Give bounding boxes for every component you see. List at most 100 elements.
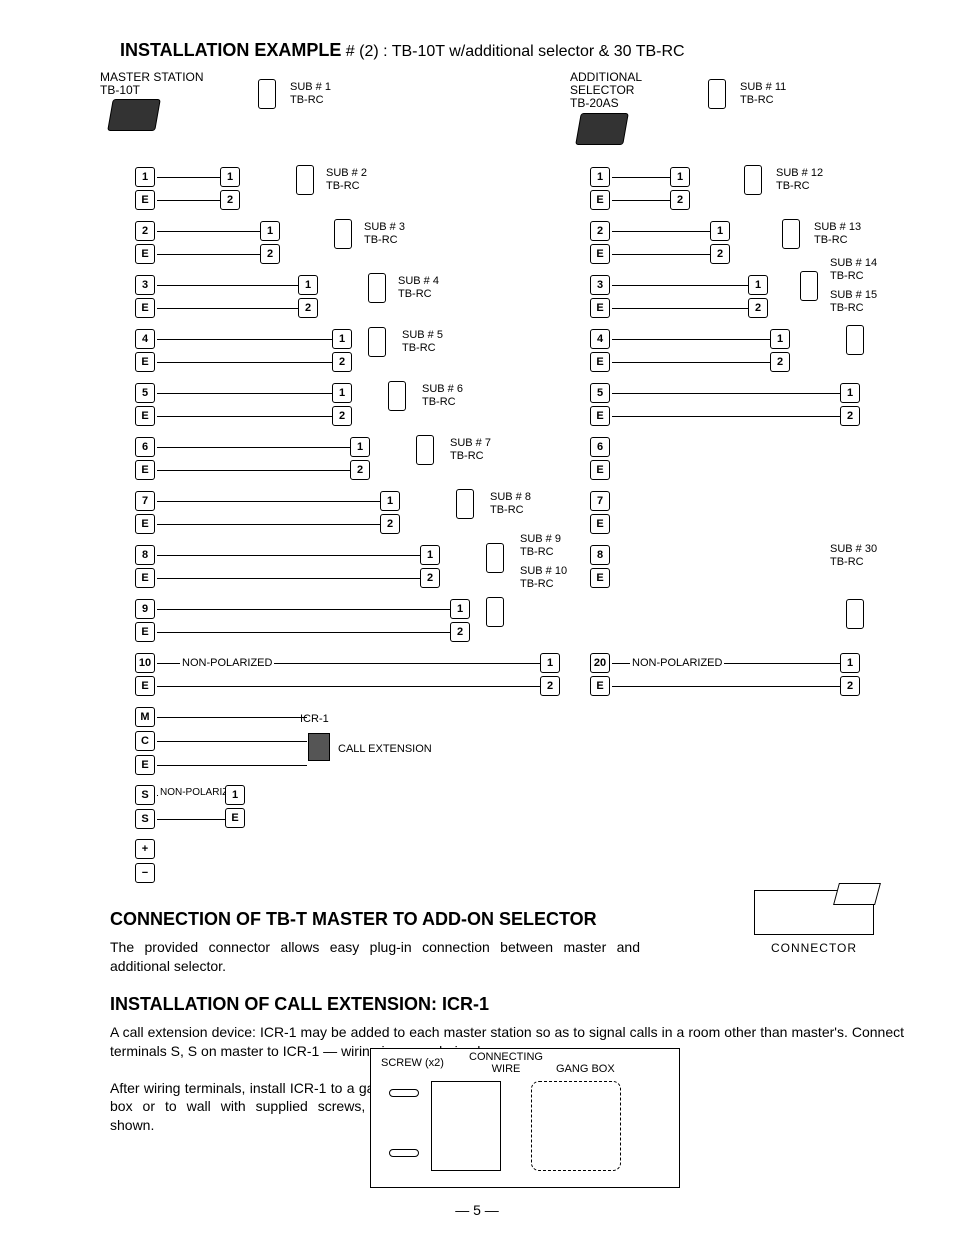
terminal-pair: 12 [748, 275, 768, 318]
sub-station-label: SUB # 8TB-RC [490, 491, 531, 516]
terminal-box: 7 [590, 491, 610, 511]
screw-icon [389, 1089, 419, 1097]
terminal-pair: 6E [135, 437, 155, 480]
wire [157, 447, 350, 448]
terminal-pair: 12 [540, 653, 560, 696]
terminal-box: 1 [450, 599, 470, 619]
terminal-box: 6 [590, 437, 610, 457]
terminal-box: 8 [590, 545, 610, 565]
call-extension-label: CALL EXTENSION [338, 743, 432, 756]
sub-station-label: SUB # 9TB-RC [520, 533, 561, 558]
connector-figure: CONNECTOR [744, 890, 884, 955]
terminal-pair: 7E [135, 491, 155, 534]
terminal-box: 1 [710, 221, 730, 241]
terminal-box: E [135, 190, 155, 210]
terminal-box: S [135, 785, 155, 805]
sub-station-label: SUB # 7TB-RC [450, 437, 491, 462]
terminal-box: 6 [135, 437, 155, 457]
terminal-box: 1 [540, 653, 560, 673]
terminal-box: 9 [135, 599, 155, 619]
gang-box-label: GANG BOX [556, 1063, 615, 1075]
icr-install-figure: SCREW (x2) CONNECTING WIRE GANG BOX [370, 1048, 680, 1188]
wire [157, 308, 298, 309]
handset-icon [800, 271, 818, 301]
handset-icon [782, 219, 800, 249]
terminal-box: E [590, 352, 610, 372]
terminal-box: E [135, 676, 155, 696]
selector-icon [575, 113, 629, 145]
terminal-pair: 5E [590, 383, 610, 426]
terminal-box: 3 [590, 275, 610, 295]
terminal-pair: 3E [135, 275, 155, 318]
terminal-pair: 2E [590, 221, 610, 264]
non-polarized-label: NON-POLARIZED [180, 657, 274, 669]
non-polarized-label: NON-POLARIZED [630, 657, 724, 669]
terminal-box: 2 [840, 406, 860, 426]
terminal-box: 1 [332, 383, 352, 403]
terminal-box: E [135, 244, 155, 264]
terminal-pair: 1E [590, 167, 610, 210]
sub-station-label: SUB # 12TB-RC [776, 167, 823, 192]
terminal-box: 1 [380, 491, 400, 511]
terminal-box: 1 [332, 329, 352, 349]
wire [157, 501, 380, 502]
handset-icon [388, 381, 406, 411]
handset-icon [296, 165, 314, 195]
screw-icon [389, 1149, 419, 1157]
terminal-box: C [135, 731, 155, 751]
terminal-pair: 12 [260, 221, 280, 264]
wire [157, 741, 307, 742]
wire [612, 285, 748, 286]
terminal-box: E [135, 298, 155, 318]
wire [612, 200, 672, 201]
title-row: INSTALLATION EXAMPLE # (2) : TB-10T w/ad… [120, 40, 904, 61]
handset-icon [486, 543, 504, 573]
terminal-box: 1 [748, 275, 768, 295]
sub-station-label: SUB # 3TB-RC [364, 221, 405, 246]
terminal-pair: 12 [840, 383, 860, 426]
terminal-box: S [135, 809, 155, 829]
sub-station-label: SUB # 13TB-RC [814, 221, 861, 246]
installation-example-subtitle: # (2) : TB-10T w/additional selector & 3… [346, 43, 685, 60]
terminal-box: 2 [540, 676, 560, 696]
connector-icon [754, 890, 874, 935]
terminal-box: E [590, 406, 610, 426]
terminal-box: 4 [590, 329, 610, 349]
wire [612, 416, 840, 417]
wire [157, 470, 350, 471]
additional-selector-label: ADDITIONALSELECTORTB-20AS [570, 71, 642, 111]
terminal-box: M [135, 707, 155, 727]
wire [612, 362, 770, 363]
wire [157, 285, 298, 286]
handset-icon [846, 599, 864, 629]
terminal-pair: 8E [135, 545, 155, 588]
sub-station-label: SUB # 2TB-RC [326, 167, 367, 192]
terminal-box: 4 [135, 329, 155, 349]
terminal-pair: 8E [590, 545, 610, 588]
terminal-box: 1 [840, 383, 860, 403]
handset-icon [486, 597, 504, 627]
icr-device-icon [308, 733, 330, 761]
terminal-pair: 12 [332, 329, 352, 372]
icr-heading: INSTALLATION OF CALL EXTENSION: ICR-1 [110, 994, 904, 1015]
handset-icon [456, 489, 474, 519]
wiring-diagram: MASTER STATIONTB-10T1ESUB # 1TB-RC122ESU… [50, 71, 904, 891]
terminal-pair: 4E [590, 329, 610, 372]
terminal-box: 2 [220, 190, 240, 210]
terminal-box: + [135, 839, 155, 859]
terminal-pair: 7E [590, 491, 610, 534]
page-number: — 5 — [0, 1202, 954, 1218]
wire [612, 254, 710, 255]
sub-station-label: SUB # 4TB-RC [398, 275, 439, 300]
terminal-box: 1 [840, 653, 860, 673]
terminal-box: 2 [350, 460, 370, 480]
wire [612, 308, 748, 309]
gang-box-icon [531, 1081, 621, 1171]
terminal-box: 2 [748, 298, 768, 318]
terminal-pair: 12 [332, 383, 352, 426]
terminal-box: 1 [770, 329, 790, 349]
terminal-box: 2 [450, 622, 470, 642]
terminal-box: E [135, 755, 155, 775]
sub-station-label: SUB # 30TB-RC [830, 543, 877, 568]
terminal-box: E [135, 460, 155, 480]
